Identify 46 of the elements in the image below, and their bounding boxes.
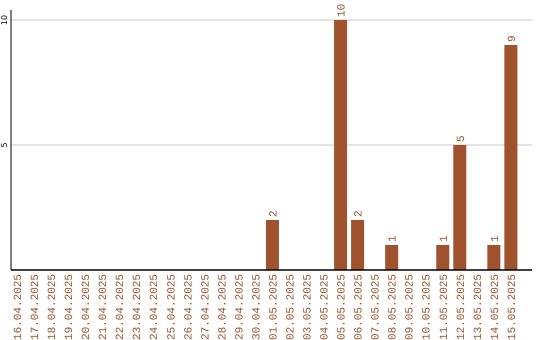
data-label: 2 bbox=[354, 210, 366, 217]
x-tick-label: 02.05.2025 bbox=[285, 274, 298, 340]
data-label: 10 bbox=[336, 4, 349, 17]
x-tick-label: 21.04.2025 bbox=[98, 274, 110, 340]
x-tick-label: 23.04.2025 bbox=[132, 274, 144, 340]
data-label: 2 bbox=[268, 210, 280, 217]
x-tick-label: 14.05.2025 bbox=[490, 274, 502, 340]
bar bbox=[334, 20, 348, 270]
bar bbox=[453, 145, 466, 270]
bar bbox=[436, 245, 450, 270]
data-label: 1 bbox=[388, 235, 400, 242]
data-label: 5 bbox=[456, 135, 468, 142]
x-tick-label: 05.05.2025 bbox=[336, 274, 349, 340]
bar bbox=[487, 245, 500, 270]
x-tick-label: 19.04.2025 bbox=[64, 274, 76, 340]
x-tick-label: 28.04.2025 bbox=[217, 274, 230, 340]
x-tick-label: 13.05.2025 bbox=[472, 274, 485, 340]
x-tick-label: 06.05.2025 bbox=[354, 274, 366, 340]
x-tick-label: 08.05.2025 bbox=[388, 274, 400, 340]
data-label: 1 bbox=[438, 235, 451, 242]
bar bbox=[351, 220, 364, 270]
x-tick-label: 29.04.2025 bbox=[234, 274, 246, 340]
x-tick-label: 20.04.2025 bbox=[81, 274, 94, 340]
x-tick-label: 04.05.2025 bbox=[320, 274, 332, 340]
bar bbox=[266, 220, 279, 270]
x-tick-label: 27.04.2025 bbox=[200, 274, 212, 340]
data-label: 1 bbox=[490, 235, 502, 242]
x-tick-label: 30.04.2025 bbox=[251, 274, 264, 340]
x-tick-label: 01.05.2025 bbox=[268, 274, 280, 340]
x-tick-label: 17.04.2025 bbox=[30, 274, 42, 340]
x-tick-label: 09.05.2025 bbox=[404, 274, 417, 340]
x-tick-label: 16.04.2025 bbox=[13, 274, 25, 340]
bar bbox=[504, 45, 518, 270]
x-tick-label: 15.05.2025 bbox=[506, 274, 519, 340]
x-tick-label: 25.04.2025 bbox=[166, 274, 178, 340]
x-tick-label: 03.05.2025 bbox=[302, 274, 315, 340]
x-tick-label: 18.04.2025 bbox=[47, 274, 60, 340]
x-tick-label: 12.05.2025 bbox=[456, 274, 468, 340]
x-tick-label: 11.05.2025 bbox=[438, 274, 451, 340]
bar bbox=[385, 245, 398, 270]
x-tick-label: 26.04.2025 bbox=[183, 274, 196, 340]
x-tick-label: 24.04.2025 bbox=[149, 274, 162, 340]
x-tick-label: 22.04.2025 bbox=[115, 274, 128, 340]
x-tick-label: 07.05.2025 bbox=[370, 274, 383, 340]
x-tick-label: 10.05.2025 bbox=[422, 274, 434, 340]
data-label: 9 bbox=[506, 35, 519, 42]
